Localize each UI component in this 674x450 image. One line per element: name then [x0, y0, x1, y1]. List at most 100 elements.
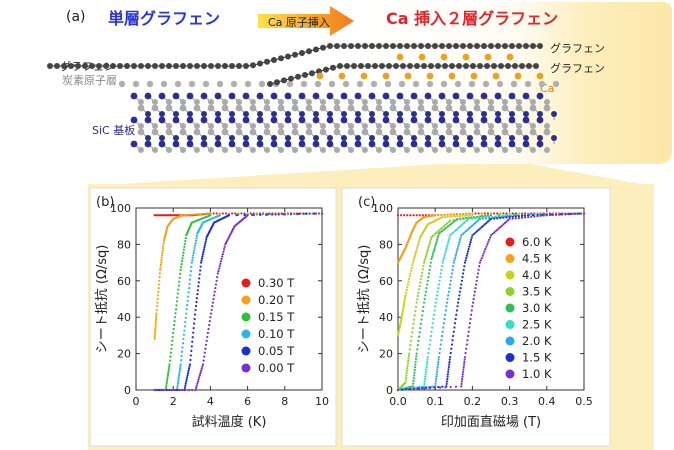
data-point	[178, 367, 182, 370]
data-point	[180, 388, 183, 392]
data-point	[218, 214, 221, 217]
sic-atom	[242, 140, 250, 148]
sic-atom	[243, 135, 249, 141]
graphene-atom	[180, 63, 186, 69]
data-point	[437, 234, 440, 237]
graphene-atom	[502, 43, 508, 49]
data-point	[426, 283, 429, 286]
sic-atom	[460, 147, 466, 153]
sic-atom	[509, 111, 515, 117]
data-point	[489, 217, 493, 221]
data-point	[415, 214, 418, 217]
data-point	[453, 220, 456, 223]
data-point	[465, 256, 468, 260]
sic-atom	[530, 123, 536, 129]
sic-atom	[264, 123, 270, 129]
graphene-atom	[523, 43, 529, 49]
graphene-atom	[481, 43, 487, 49]
graphene-atom	[439, 43, 445, 49]
data-point	[461, 276, 464, 279]
data-point	[222, 250, 225, 253]
sic-atom	[137, 104, 145, 112]
data-point	[209, 316, 212, 319]
buffer-atom	[538, 80, 546, 88]
data-point	[411, 327, 414, 330]
data-point	[426, 358, 429, 361]
buffer-atom	[314, 80, 322, 88]
x-tick-label: 10	[315, 395, 329, 408]
data-point	[403, 297, 406, 301]
data-point	[517, 215, 521, 218]
data-point	[470, 309, 473, 312]
data-point	[400, 214, 403, 217]
sic-atom	[214, 116, 222, 124]
data-point	[198, 374, 201, 377]
data-point	[427, 347, 431, 350]
data-point	[403, 299, 406, 302]
data-point	[458, 294, 461, 297]
sic-atom	[228, 92, 236, 100]
graphene-atom	[432, 43, 438, 49]
y-tick-label: 80	[117, 238, 131, 251]
data-point	[216, 276, 219, 279]
data-point	[438, 351, 441, 355]
chart-b-frame	[89, 187, 337, 447]
data-point	[409, 339, 413, 342]
data-point	[446, 373, 450, 376]
graphene-atom	[449, 63, 455, 69]
data-point	[444, 309, 447, 312]
data-point	[465, 343, 468, 346]
graphene-atom	[257, 60, 263, 67]
data-point	[194, 308, 197, 312]
data-point	[428, 242, 431, 245]
data-point	[224, 212, 227, 215]
data-point	[463, 360, 466, 364]
ca-atom	[418, 53, 426, 61]
sic-atom	[361, 128, 369, 136]
data-point	[453, 259, 456, 262]
data-point	[195, 386, 198, 389]
data-point	[181, 254, 185, 257]
sic-atom	[333, 104, 341, 112]
y-axis-label: シート抵抗 (Ω/sq)	[357, 245, 372, 354]
data-point	[453, 322, 457, 325]
data-point	[432, 251, 435, 254]
legend-label: 3.5 K	[522, 285, 552, 299]
sic-atom	[544, 99, 550, 105]
sic-atom	[270, 92, 278, 100]
data-point	[202, 248, 205, 251]
data-point	[477, 212, 480, 215]
graphene-atom	[341, 43, 347, 49]
legend-marker	[241, 329, 251, 339]
graphene-atom	[393, 63, 399, 69]
data-point	[180, 350, 184, 353]
data-point	[488, 238, 491, 241]
data-point	[180, 359, 183, 362]
data-point	[187, 388, 190, 392]
buffer-atom	[188, 80, 196, 88]
data-point	[548, 214, 552, 217]
sic-atom	[180, 99, 186, 105]
data-point	[435, 297, 438, 301]
data-point	[183, 242, 186, 246]
series-1.0-K	[396, 212, 586, 392]
sic-atom	[424, 92, 432, 100]
data-point	[474, 221, 477, 225]
data-point	[444, 215, 447, 219]
sic-atom	[341, 111, 347, 117]
data-point	[476, 276, 479, 279]
data-point	[457, 243, 460, 246]
y-tick-label: 20	[117, 348, 131, 361]
data-point	[579, 212, 583, 215]
data-point	[160, 388, 163, 392]
sic-atom	[256, 92, 264, 100]
data-point	[457, 245, 460, 248]
x-tick-label: 0.4	[538, 395, 556, 408]
legend-label: 0.30 T	[258, 276, 295, 290]
data-point	[437, 286, 440, 290]
data-point	[483, 250, 486, 253]
data-point	[524, 216, 527, 219]
data-point	[434, 380, 437, 383]
ca-atom	[360, 72, 368, 80]
sic-atom	[481, 135, 487, 141]
